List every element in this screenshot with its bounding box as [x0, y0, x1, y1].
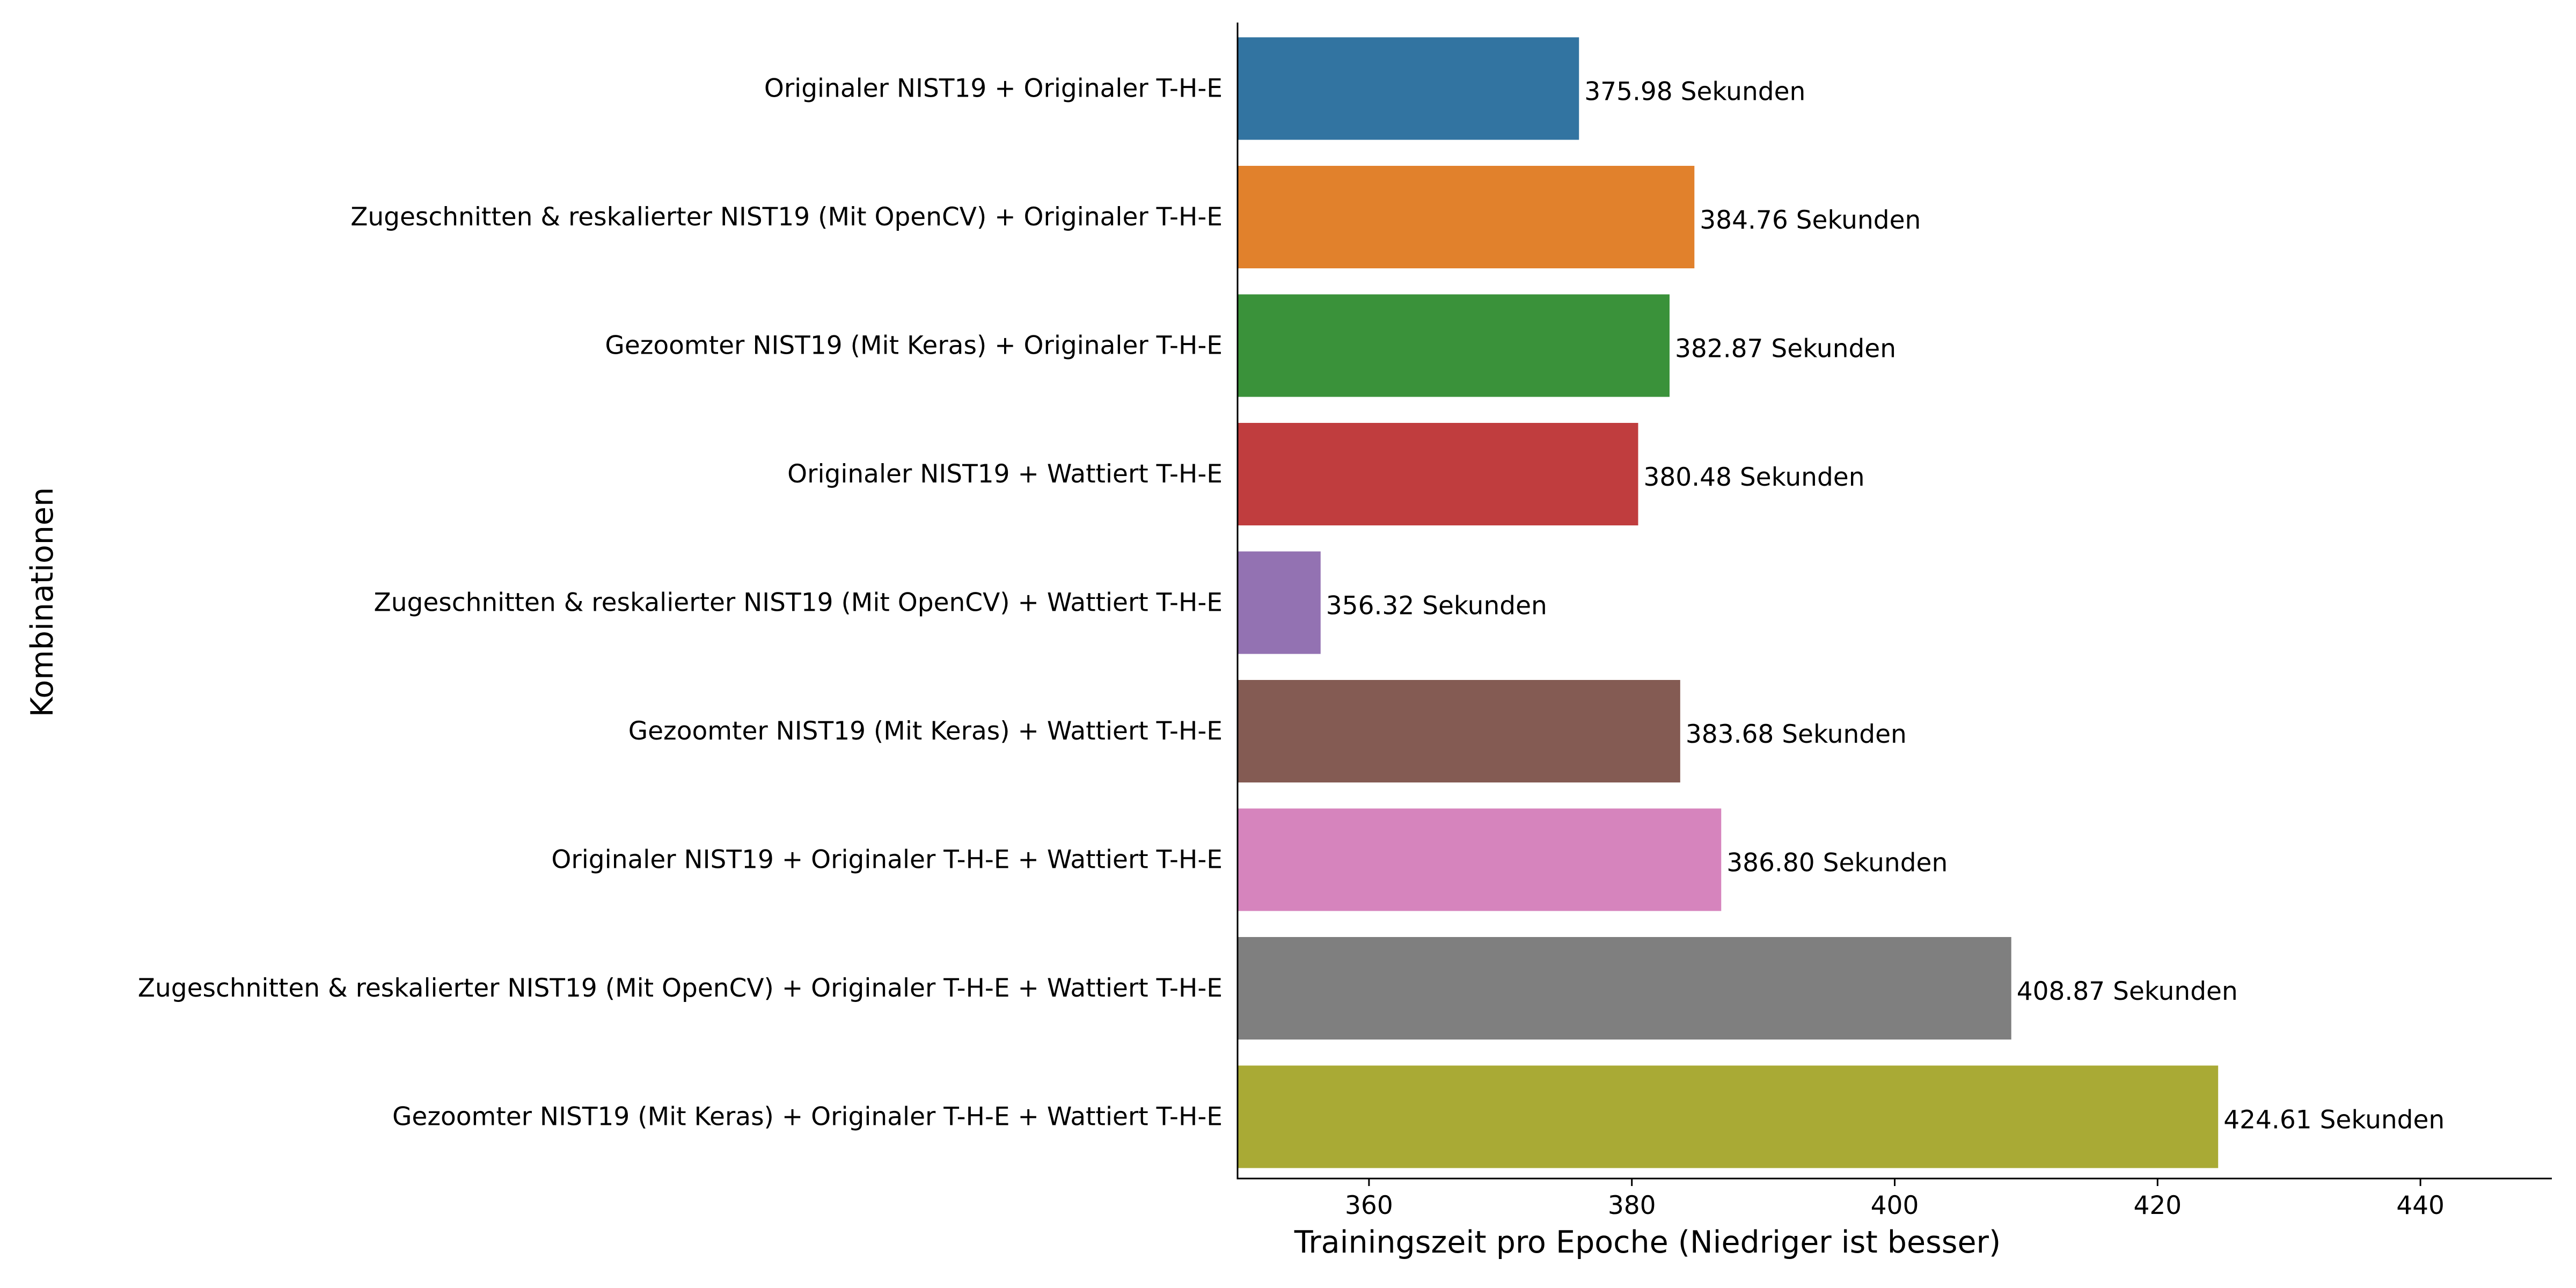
- bars-group: [1238, 37, 2219, 1168]
- bar: [1238, 166, 1695, 268]
- bar: [1238, 37, 1579, 140]
- bar: [1238, 423, 1638, 525]
- x-tick-label: 380: [1608, 1191, 1656, 1220]
- category-label: Zugeschnitten & reskalierter NIST19 (Mit…: [138, 974, 1223, 1003]
- category-labels-group: Originaler NIST19 + Originaler T-H-E Zuge…: [138, 74, 1223, 1132]
- category-label: Zugeschnitten & reskalierter NIST19 (Mit…: [374, 588, 1223, 618]
- category-label: Zugeschnitten & reskalierter NIST19 (Mit…: [350, 202, 1223, 232]
- category-label: Originaler NIST19 + Originaler T-H-E + W…: [551, 845, 1223, 875]
- value-label: 382.87 Sekunden: [1675, 334, 1896, 364]
- bar: [1238, 808, 1722, 911]
- x-tick-label: 420: [2133, 1191, 2182, 1220]
- value-label: 380.48 Sekunden: [1643, 463, 1864, 492]
- bar: [1238, 937, 2011, 1040]
- bar: [1238, 294, 1670, 397]
- x-tick-label: 440: [2396, 1191, 2445, 1220]
- value-label: 384.76 Sekunden: [1700, 206, 1921, 235]
- value-label: 383.68 Sekunden: [1686, 720, 1907, 749]
- category-label: Originaler NIST19 + Originaler T-H-E: [764, 74, 1223, 104]
- x-tick-label: 360: [1345, 1191, 1393, 1220]
- bar: [1238, 680, 1680, 782]
- x-axis-title: Trainingszeit pro Epoche (Niedriger ist …: [1294, 1225, 2001, 1260]
- value-labels-group: 375.98 Sekunden 384.76 Sekunden 382.87 Sek…: [1326, 77, 2445, 1135]
- category-label: Gezoomter NIST19 (Mit Keras) + Wattiert …: [628, 716, 1223, 746]
- x-tick-label: 400: [1871, 1191, 1919, 1220]
- bar: [1238, 1065, 2219, 1168]
- value-label: 356.32 Sekunden: [1326, 591, 1547, 621]
- value-label: 375.98 Sekunden: [1584, 77, 1805, 107]
- value-label: 386.80 Sekunden: [1726, 848, 1948, 878]
- value-label: 408.87 Sekunden: [2017, 977, 2238, 1006]
- y-axis-title: Kombinationen: [25, 487, 60, 717]
- x-ticks-group: 360 380 400 420 440: [1345, 1179, 2445, 1220]
- bar: [1238, 551, 1321, 654]
- category-label: Gezoomter NIST19 (Mit Keras) + Originale…: [605, 331, 1223, 361]
- value-label: 424.61 Sekunden: [2223, 1106, 2445, 1135]
- category-label: Gezoomter NIST19 (Mit Keras) + Originale…: [392, 1102, 1223, 1132]
- category-label: Originaler NIST19 + Wattiert T-H-E: [787, 459, 1223, 489]
